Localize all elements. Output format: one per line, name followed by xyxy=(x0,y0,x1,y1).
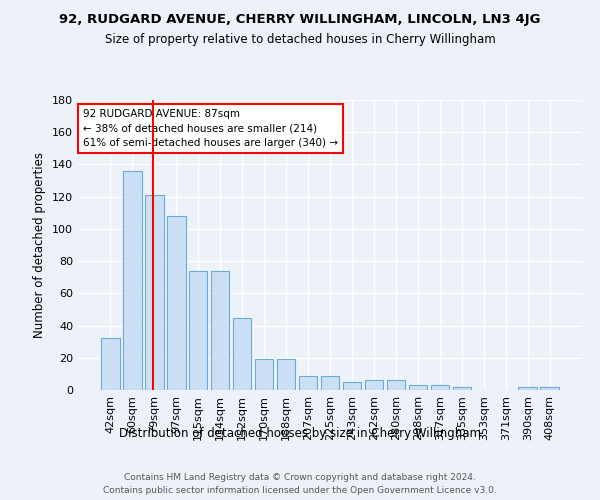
Bar xyxy=(343,382,361,390)
Bar xyxy=(233,318,251,390)
Bar xyxy=(255,360,274,390)
Bar xyxy=(431,385,449,390)
Text: Distribution of detached houses by size in Cherry Willingham: Distribution of detached houses by size … xyxy=(119,428,481,440)
Bar xyxy=(299,376,317,390)
Bar xyxy=(101,338,119,390)
Bar xyxy=(320,376,340,390)
Text: 92, RUDGARD AVENUE, CHERRY WILLINGHAM, LINCOLN, LN3 4JG: 92, RUDGARD AVENUE, CHERRY WILLINGHAM, L… xyxy=(59,12,541,26)
Bar xyxy=(211,271,229,390)
Bar xyxy=(518,387,537,390)
Bar xyxy=(123,171,142,390)
Bar xyxy=(409,385,427,390)
Bar xyxy=(365,380,383,390)
Bar xyxy=(452,387,471,390)
Text: 92 RUDGARD AVENUE: 87sqm
← 38% of detached houses are smaller (214)
61% of semi-: 92 RUDGARD AVENUE: 87sqm ← 38% of detach… xyxy=(83,108,338,148)
Bar xyxy=(189,271,208,390)
Text: Contains public sector information licensed under the Open Government Licence v3: Contains public sector information licen… xyxy=(103,486,497,495)
Bar xyxy=(541,387,559,390)
Bar xyxy=(386,380,405,390)
Bar xyxy=(167,216,185,390)
Text: Size of property relative to detached houses in Cherry Willingham: Size of property relative to detached ho… xyxy=(104,32,496,46)
Bar xyxy=(145,195,164,390)
Text: Contains HM Land Registry data © Crown copyright and database right 2024.: Contains HM Land Registry data © Crown c… xyxy=(124,472,476,482)
Bar xyxy=(277,360,295,390)
Y-axis label: Number of detached properties: Number of detached properties xyxy=(34,152,46,338)
